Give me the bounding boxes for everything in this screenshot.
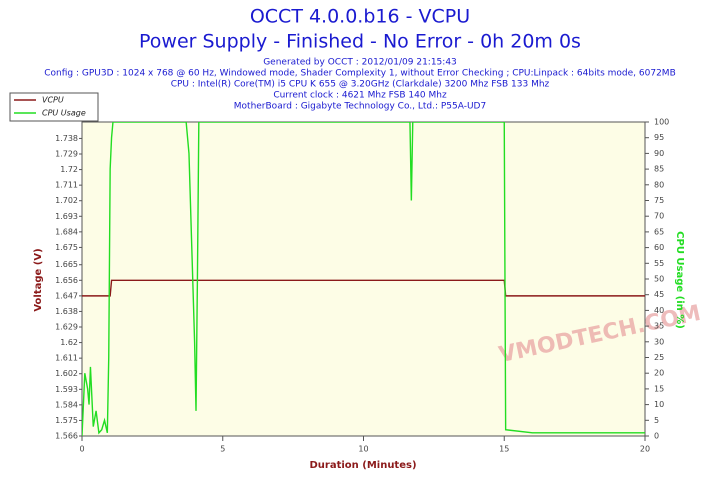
y2-tick-label: 50	[654, 275, 664, 284]
x-tick-label: 15	[499, 445, 509, 454]
y-axis-label: Voltage (V)	[33, 248, 44, 311]
x-tick-label: 0	[79, 445, 84, 454]
x-tick-label: 10	[358, 445, 368, 454]
y2-tick-label: 25	[654, 353, 664, 362]
y-tick-label: 1.711	[55, 181, 78, 190]
y-tick-label: 1.665	[55, 260, 78, 269]
y-tick-label: 1.675	[55, 243, 78, 252]
y2-tick-label: 65	[654, 227, 664, 236]
legend-label: VCPU	[42, 96, 64, 105]
y2-tick-label: 30	[654, 337, 664, 346]
chart-title: OCCT 4.0.0.b16 - VCPU	[250, 6, 470, 28]
info-line: MotherBoard : Gigabyte Technology Co., L…	[234, 102, 486, 112]
y-tick-label: 1.656	[55, 276, 78, 285]
y-tick-label: 1.602	[55, 369, 78, 378]
y2-tick-label: 35	[654, 322, 664, 331]
y-tick-label: 1.584	[55, 400, 78, 409]
info-line: Current clock : 4621 Mhz FSB 140 Mhz	[273, 91, 447, 101]
y2-tick-label: 5	[654, 416, 659, 425]
x-tick-label: 20	[640, 445, 650, 454]
legend-label: CPU Usage	[42, 109, 86, 118]
info-line: CPU : Intel(R) Core(TM) i5 CPU K 655 @ 3…	[171, 80, 550, 90]
y2-tick-label: 85	[654, 165, 664, 174]
y-tick-label: 1.729	[55, 150, 78, 159]
y2-tick-label: 10	[654, 400, 664, 409]
y-tick-label: 1.566	[55, 432, 78, 441]
series-line	[82, 122, 645, 436]
y-tick-label: 1.693	[55, 212, 78, 221]
y2-tick-label: 100	[654, 118, 669, 127]
y2-tick-label: 0	[654, 432, 659, 441]
y-tick-label: 1.62	[60, 338, 78, 347]
legend	[9, 92, 99, 122]
y-tick-label: 1.647	[55, 291, 78, 300]
x-tick-label: 5	[220, 445, 225, 454]
y2-tick-label: 60	[654, 243, 664, 252]
y-tick-label: 1.629	[55, 323, 78, 332]
y-tick-label: 1.684	[55, 227, 78, 236]
x-axis-label: Duration (Minutes)	[309, 460, 416, 471]
y-tick-label: 1.638	[55, 307, 78, 316]
y2-tick-label: 20	[654, 369, 664, 378]
chart-subtitle: Power Supply - Finished - No Error - 0h …	[139, 31, 581, 53]
y2-axis-label: CPU Usage (in %)	[674, 231, 685, 329]
y2-tick-label: 90	[654, 149, 664, 158]
y-tick-label: 1.72	[60, 165, 78, 174]
y2-tick-label: 45	[654, 290, 664, 299]
info-line: Config : GPU3D : 1024 x 768 @ 60 Hz, Win…	[44, 69, 676, 79]
y2-tick-label: 40	[654, 306, 664, 315]
y2-tick-label: 95	[654, 133, 664, 142]
plot-area	[81, 121, 646, 437]
series-line	[82, 279, 645, 297]
y2-tick-label: 15	[654, 384, 664, 393]
y2-tick-label: 55	[654, 259, 664, 268]
y-tick-label: 1.575	[55, 416, 78, 425]
y-tick-label: 1.738	[55, 134, 78, 143]
info-line: Generated by OCCT : 2012/01/09 21:15:43	[263, 58, 457, 68]
y2-tick-label: 75	[654, 196, 664, 205]
y-tick-label: 1.593	[55, 385, 78, 394]
y2-tick-label: 80	[654, 180, 664, 189]
y-tick-label: 1.611	[55, 354, 78, 363]
y-tick-label: 1.702	[55, 196, 78, 205]
y2-tick-label: 70	[654, 212, 664, 221]
